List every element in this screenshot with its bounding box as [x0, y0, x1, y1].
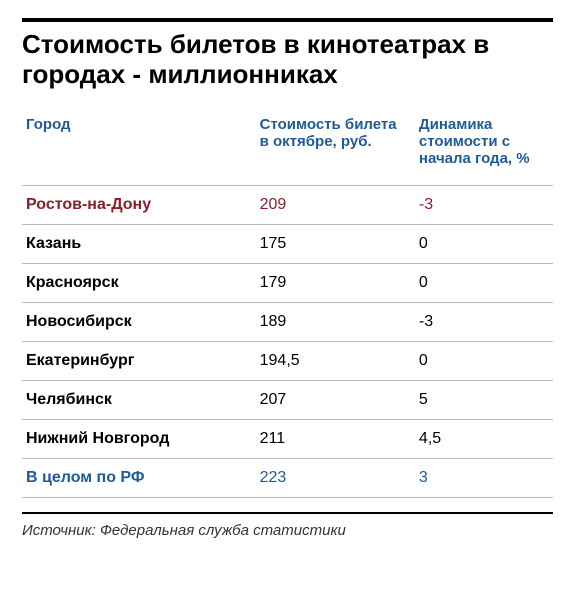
cell-price: 194,5	[256, 341, 415, 380]
cell-price: 209	[256, 185, 415, 224]
cell-city: Новосибирск	[22, 302, 256, 341]
col-header-dyn: Динамика стоимости с начала года, %	[415, 106, 553, 186]
table-row: Красноярск1790	[22, 263, 553, 302]
table-row: Ростов-на-Дону209-3	[22, 185, 553, 224]
cell-dyn: 0	[415, 224, 553, 263]
cell-dyn: 5	[415, 380, 553, 419]
cell-price: 223	[256, 458, 415, 497]
cell-city: Челябинск	[22, 380, 256, 419]
cell-dyn: -3	[415, 302, 553, 341]
page-title: Стоимость билетов в кинотеатрах в города…	[22, 30, 553, 90]
table-row: Челябинск2075	[22, 380, 553, 419]
table-row: Екатеринбург194,50	[22, 341, 553, 380]
cell-price: 207	[256, 380, 415, 419]
cell-city: Красноярск	[22, 263, 256, 302]
cell-dyn: 3	[415, 458, 553, 497]
cell-dyn: 0	[415, 341, 553, 380]
cell-city: Ростов-на-Дону	[22, 185, 256, 224]
col-header-price: Стоимость билета в октябре, руб.	[256, 106, 415, 186]
cell-dyn: -3	[415, 185, 553, 224]
source-text: Источник: Федеральная служба статистики	[22, 522, 553, 539]
cell-city: Екатеринбург	[22, 341, 256, 380]
cell-city: В целом по РФ	[22, 458, 256, 497]
col-header-city: Город	[22, 106, 256, 186]
table-row: Новосибирск189-3	[22, 302, 553, 341]
cell-price: 175	[256, 224, 415, 263]
cell-dyn: 4,5	[415, 419, 553, 458]
title-rule	[22, 18, 553, 22]
table-row: В целом по РФ2233	[22, 458, 553, 497]
cell-dyn: 0	[415, 263, 553, 302]
footer-rule	[22, 512, 553, 514]
cell-price: 211	[256, 419, 415, 458]
card: Стоимость билетов в кинотеатрах в города…	[0, 0, 575, 561]
cell-city: Казань	[22, 224, 256, 263]
cell-price: 179	[256, 263, 415, 302]
prices-table: Город Стоимость билета в октябре, руб. Д…	[22, 106, 553, 498]
table-row: Казань1750	[22, 224, 553, 263]
table-row: Нижний Новгород2114,5	[22, 419, 553, 458]
cell-price: 189	[256, 302, 415, 341]
table-header-row: Город Стоимость билета в октябре, руб. Д…	[22, 106, 553, 186]
cell-city: Нижний Новгород	[22, 419, 256, 458]
